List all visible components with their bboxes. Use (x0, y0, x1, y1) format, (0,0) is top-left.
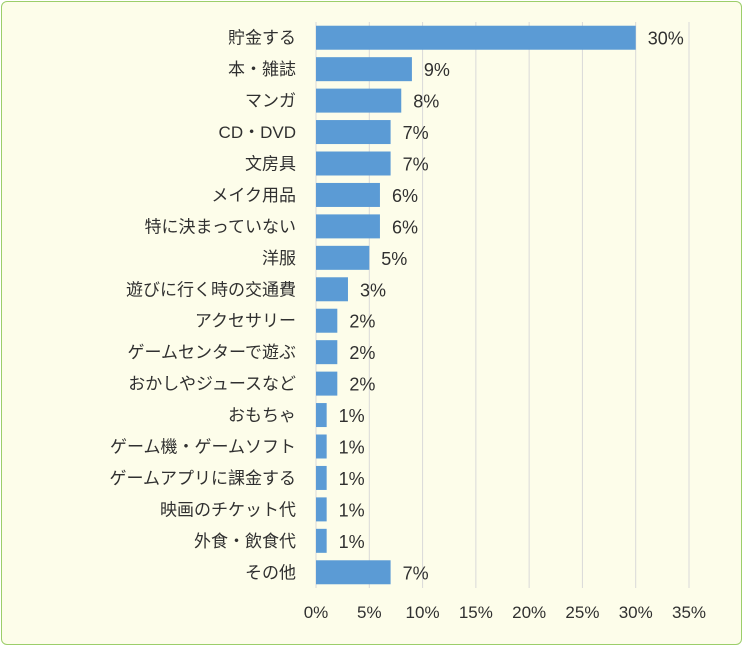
x-tick-label: 0% (304, 603, 329, 622)
category-label: 外食・飲食代 (194, 532, 296, 551)
category-label: おもちゃ (228, 406, 296, 425)
data-label: 7% (403, 123, 429, 143)
data-label: 1% (339, 500, 365, 520)
category-label: 遊びに行く時の交通費 (126, 280, 296, 299)
data-label: 6% (392, 186, 418, 206)
bar (316, 214, 380, 239)
labels: 0% 5% 10% 15% 20% 25% 30% 35% 貯金する 30% 本・雑誌 9% マンガ 8%… (110, 29, 707, 622)
category-label: 特に決まっていない (145, 217, 296, 236)
data-label: 1% (339, 406, 365, 426)
bar (316, 528, 327, 553)
category-label: アクセサリー (195, 312, 296, 331)
x-tick-label: 20% (512, 603, 546, 622)
category-label: 貯金する (228, 29, 296, 48)
category-label: CD・DVD (219, 123, 296, 142)
x-tick-label: 35% (672, 603, 706, 622)
bar (316, 277, 348, 302)
data-label: 2% (349, 343, 375, 363)
category-label: おかしやジュースなど (128, 375, 296, 394)
data-label: 1% (339, 532, 365, 552)
data-label: 7% (403, 563, 429, 583)
category-label: 映画のチケット代 (160, 500, 296, 519)
data-label: 6% (392, 217, 418, 237)
bar (316, 182, 380, 207)
data-label: 2% (349, 312, 375, 332)
category-label: ゲームセンターで遊ぶ (128, 343, 296, 362)
category-label: メイク用品 (211, 186, 296, 205)
x-tick-label: 5% (357, 603, 382, 622)
data-label: 3% (360, 280, 386, 300)
x-tick-label: 25% (565, 603, 599, 622)
bar (316, 57, 412, 82)
data-label: 5% (381, 249, 407, 269)
category-label: ゲーム機・ゲームソフト (110, 438, 296, 457)
gridlines (315, 22, 690, 588)
data-label: 30% (648, 29, 684, 49)
category-label: 文房具 (245, 155, 296, 174)
category-label: 本・雑誌 (228, 60, 296, 79)
bar (316, 371, 338, 396)
data-label: 9% (424, 60, 450, 80)
category-label: その他 (245, 563, 296, 582)
data-label: 7% (403, 155, 429, 175)
bar (316, 151, 391, 176)
x-tick-label: 10% (406, 603, 440, 622)
data-label: 1% (339, 469, 365, 489)
bar (316, 560, 391, 585)
bar (316, 340, 338, 365)
x-tick-label: 15% (459, 603, 493, 622)
bar (316, 245, 370, 270)
bar (316, 465, 327, 490)
category-label: 洋服 (262, 249, 296, 268)
bar (316, 308, 338, 333)
bar (316, 88, 402, 113)
bar (316, 403, 327, 428)
bar (316, 497, 327, 522)
bars (316, 25, 636, 585)
data-label: 2% (349, 375, 375, 395)
category-label: ゲームアプリに課金する (110, 469, 297, 488)
data-label: 8% (413, 92, 439, 112)
bar (316, 434, 327, 459)
x-tick-label: 30% (619, 603, 653, 622)
bar (316, 120, 391, 145)
bar (316, 25, 636, 50)
data-label: 1% (339, 438, 365, 458)
category-label: マンガ (245, 92, 296, 111)
